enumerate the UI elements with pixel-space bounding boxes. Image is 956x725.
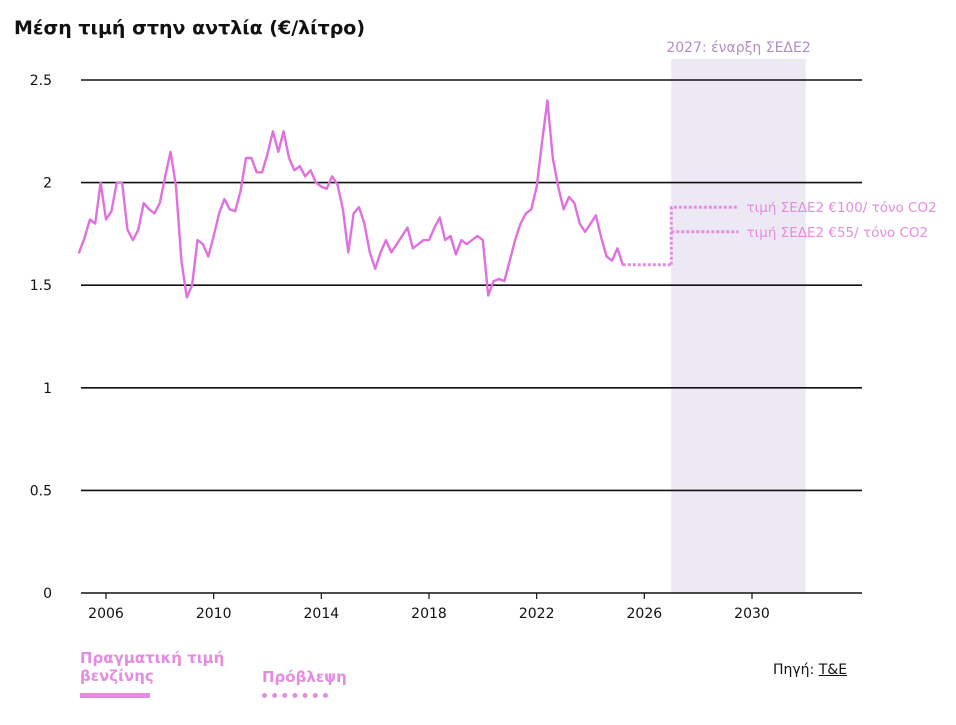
x-tick-label: 2018 bbox=[411, 606, 447, 622]
series-layer bbox=[77, 99, 739, 299]
scenario-label-55: τιμή ΣΕΔΕ2 €55/ τόνο CO2 bbox=[747, 225, 929, 241]
y-tick-label: 0 bbox=[43, 586, 52, 602]
series-line-2 bbox=[669, 205, 739, 265]
y-tick-label: 2.5 bbox=[30, 73, 52, 89]
shaded-region-layer: 2027: έναρξη ΣΕΔΕ2 bbox=[666, 40, 811, 593]
source-note: Πηγή: T&E bbox=[773, 662, 847, 678]
shaded-region-label: 2027: έναρξη ΣΕΔΕ2 bbox=[666, 40, 810, 56]
x-tick-label: 2010 bbox=[196, 606, 232, 622]
series-line-0 bbox=[77, 99, 624, 299]
shaded-region bbox=[671, 59, 806, 593]
x-tick-label: 2014 bbox=[304, 606, 340, 622]
y-tick-label: 2 bbox=[43, 176, 52, 192]
y-axis-ticks: 0 0.5 1 1.5 2 2.5 bbox=[30, 73, 52, 602]
y-tick-label: 0.5 bbox=[30, 483, 52, 499]
legend-forecast-label: Πρόβλεψη bbox=[262, 668, 347, 686]
scenario-label-100: τιμή ΣΕΔΕ2 €100/ τόνο CO2 bbox=[747, 200, 937, 216]
source-prefix: Πηγή: bbox=[773, 662, 819, 678]
x-tick-label: 2022 bbox=[519, 606, 555, 622]
chart-title: Μέση τιμή στην αντλία (€/λίτρο) bbox=[14, 17, 365, 39]
legend-actual-swatch bbox=[80, 693, 150, 698]
y-tick-label: 1 bbox=[43, 381, 52, 397]
y-tick-label: 1.5 bbox=[30, 278, 52, 294]
legend-forecast-swatch bbox=[262, 693, 328, 698]
x-tick-label: 2030 bbox=[734, 606, 770, 622]
x-tick-label: 2006 bbox=[88, 606, 124, 622]
legend-actual-label: Πραγματική τιμή βενζίνης bbox=[80, 649, 225, 685]
grid-lines bbox=[81, 79, 862, 492]
x-tick-label: 2026 bbox=[627, 606, 663, 622]
source-link[interactable]: T&E bbox=[818, 662, 848, 678]
x-axis: 2006 2010 2014 2018 2022 2026 2030 bbox=[81, 592, 862, 622]
